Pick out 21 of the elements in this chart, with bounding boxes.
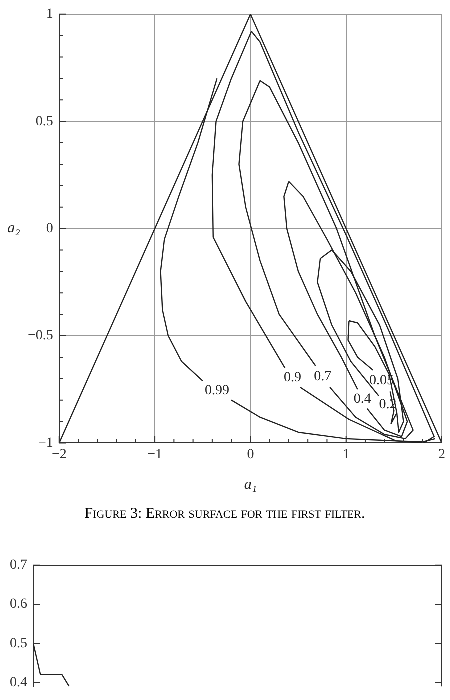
y-tick-label: 0.6 [10, 597, 28, 612]
y-tick-label: −0.5 [28, 328, 54, 344]
caption: Figure 3: Error surface for the first filter. [84, 506, 366, 523]
y-tick-label: 0 [46, 221, 54, 236]
y-tick-label: 0.5 [36, 114, 54, 130]
series-label: 0.7 [314, 369, 332, 384]
x-tick-label: −2 [52, 447, 67, 462]
x-tick-label: −1 [148, 447, 162, 462]
x-tick-label: 2 [438, 447, 446, 462]
x-tick-label: 0 [247, 447, 254, 462]
y-tick-label: 0.5 [10, 636, 28, 652]
y-axis-title: a₂ [8, 220, 20, 237]
y-tick-label: 0.7 [10, 558, 28, 574]
y-tick-label: 1 [46, 7, 54, 22]
y-tick-label: 0.4 [10, 675, 28, 690]
x-axis-title: a₁ [244, 477, 258, 494]
series-label: 0.4 [354, 392, 372, 407]
series-label: 0.9 [284, 370, 302, 386]
y-tick-label: −1 [38, 436, 54, 451]
series-label: 0.99 [204, 383, 230, 398]
x-tick-label: 1 [342, 447, 350, 462]
